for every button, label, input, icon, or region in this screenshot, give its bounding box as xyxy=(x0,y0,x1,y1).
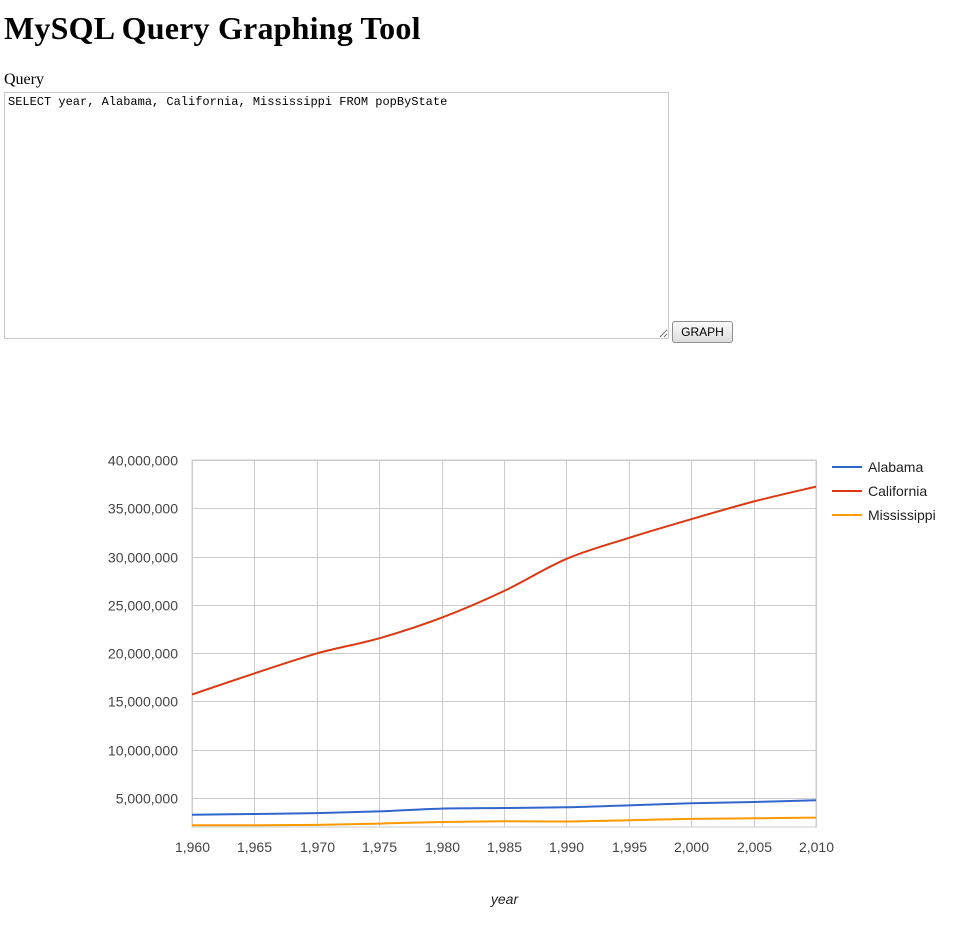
series-line-mississippi xyxy=(192,816,817,827)
x-tick-label: 1,975 xyxy=(362,839,397,855)
legend-label-california: California xyxy=(868,483,927,499)
graph-button[interactable]: GRAPH xyxy=(672,321,733,343)
line-chart: 5,000,000 10,000,000 15,000,000 20,000,000 2… xyxy=(108,453,936,908)
y-tick-label: 20,000,000 xyxy=(108,646,178,662)
y-tick-label: 25,000,000 xyxy=(108,598,178,614)
y-axis-ticks: 5,000,000 10,000,000 15,000,000 20,000,000 2… xyxy=(108,453,178,807)
series-line-california xyxy=(191,485,817,696)
x-tick-label: 2,005 xyxy=(737,839,772,855)
x-axis-title: year xyxy=(490,891,520,907)
y-tick-label: 15,000,000 xyxy=(108,694,178,710)
series-line-alabama xyxy=(191,799,817,816)
y-tick-label: 5,000,000 xyxy=(116,791,178,807)
y-tick-label: 10,000,000 xyxy=(108,743,178,759)
y-tick-label: 40,000,000 xyxy=(108,453,178,469)
chart-gridlines xyxy=(191,459,817,828)
x-tick-label: 1,965 xyxy=(237,839,272,855)
x-axis-ticks: 1,960 1,965 1,970 1,975 1,980 1,985 1,990 1,995… xyxy=(175,839,834,855)
page-title: MySQL Query Graphing Tool xyxy=(4,10,421,46)
chart-series xyxy=(191,485,817,827)
x-tick-label: 1,995 xyxy=(612,839,647,855)
chart-legend: Alabama California Mississippi xyxy=(832,459,936,523)
query-input[interactable]: SELECT year, Alabama, California, Missis… xyxy=(4,92,669,339)
legend-label-alabama: Alabama xyxy=(868,459,923,475)
x-tick-label: 2,010 xyxy=(799,839,834,855)
x-tick-label: 1,960 xyxy=(175,839,210,855)
x-tick-label: 1,980 xyxy=(425,839,460,855)
x-tick-label: 1,970 xyxy=(300,839,335,855)
x-tick-label: 1,985 xyxy=(487,839,522,855)
x-tick-label: 1,990 xyxy=(549,839,584,855)
x-tick-label: 2,000 xyxy=(674,839,709,855)
legend-label-mississippi: Mississippi xyxy=(868,507,936,523)
query-label: Query xyxy=(4,71,44,88)
y-tick-label: 35,000,000 xyxy=(108,501,178,517)
y-tick-label: 30,000,000 xyxy=(108,550,178,566)
